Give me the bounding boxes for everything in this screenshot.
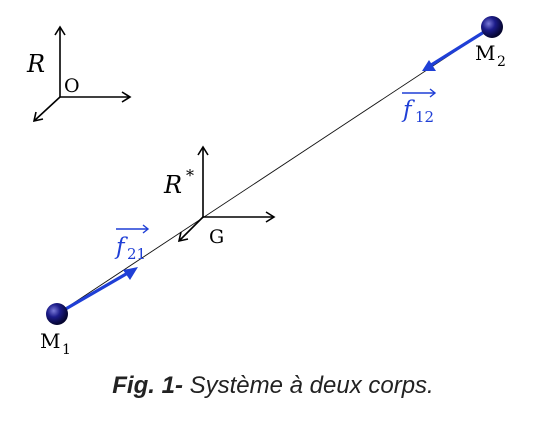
force-f21-subscript: 21 bbox=[127, 245, 146, 263]
frame-rstar-label: R bbox=[163, 171, 182, 199]
force-f21-symbol: f bbox=[114, 234, 128, 260]
frame-r-label: R bbox=[26, 50, 45, 78]
mass-m1 bbox=[46, 303, 68, 325]
origin-o-label: O bbox=[64, 75, 80, 97]
caption-text: Système à deux corps. bbox=[182, 372, 434, 399]
frame-r-axes bbox=[32, 25, 132, 123]
mass-m1-subscript: 1 bbox=[62, 342, 71, 358]
figure-caption: Fig. 1- Système à deux corps. bbox=[0, 372, 546, 400]
caption-prefix: Fig. 1- bbox=[112, 372, 183, 399]
force-f21-arrow bbox=[56, 267, 138, 316]
force-f12-subscript: 12 bbox=[415, 108, 434, 126]
origin-g-label: G bbox=[209, 226, 224, 248]
force-f12-label: f 12 bbox=[401, 88, 437, 126]
m1-m2-line bbox=[56, 26, 493, 315]
force-f12-symbol: f bbox=[401, 97, 415, 123]
frame-rstar-axes bbox=[177, 145, 276, 243]
frame-rstar-star: * bbox=[186, 166, 194, 185]
force-f21-label: f 21 bbox=[114, 224, 150, 263]
two-body-diagram: R O R * G f 21 f 12 M 1 M 2 bbox=[26, 16, 506, 358]
mass-m2-label: M bbox=[475, 41, 495, 65]
mass-m2-subscript: 2 bbox=[497, 54, 506, 70]
force-f12-arrow bbox=[422, 25, 493, 71]
mass-m1-label: M bbox=[40, 329, 60, 353]
mass-m2 bbox=[481, 16, 503, 38]
